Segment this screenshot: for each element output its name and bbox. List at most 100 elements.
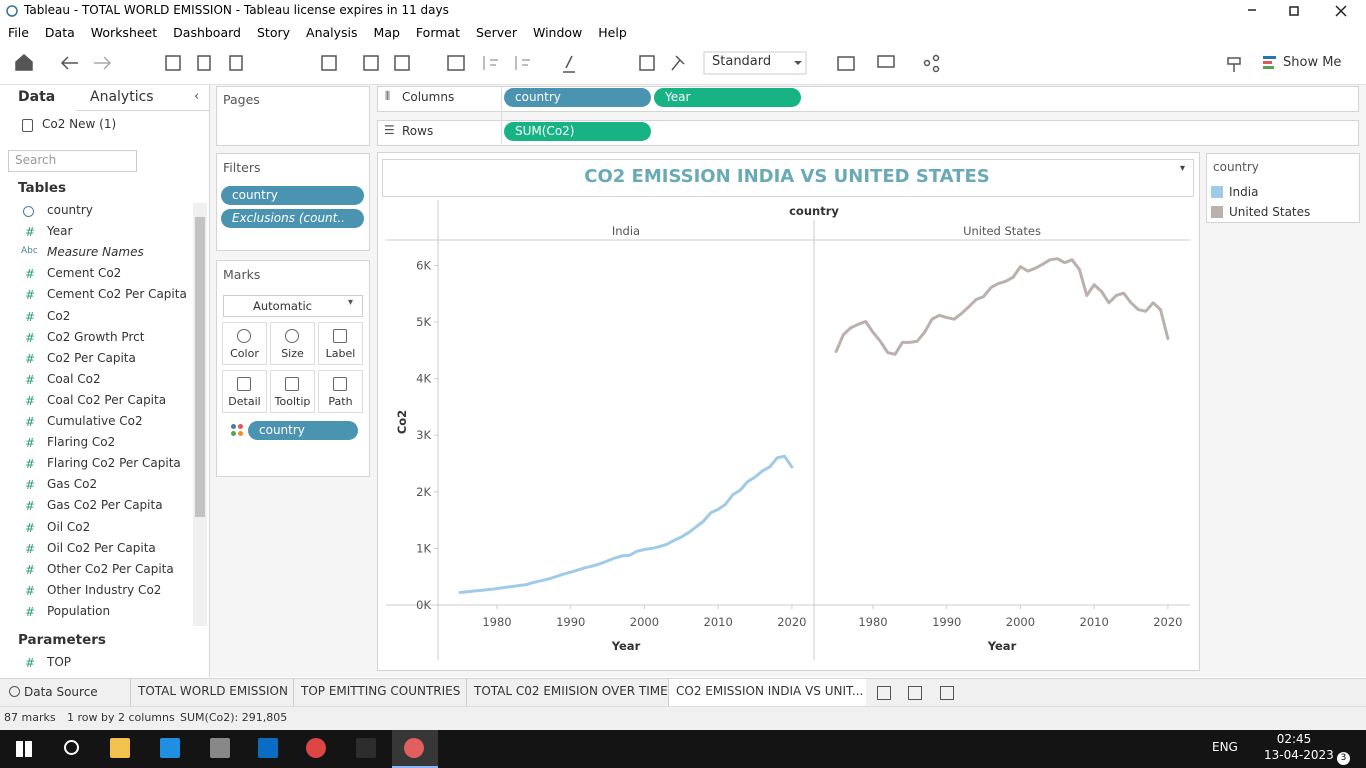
redo-icon[interactable] xyxy=(94,56,112,70)
swap-icon[interactable] xyxy=(447,55,465,71)
mark-type-dropdown[interactable]: Automatic ▾ xyxy=(223,295,363,317)
menu-item[interactable]: Map xyxy=(373,25,400,40)
sheet-tab[interactable]: TOTAL C02 EMIISION OVER TIME xyxy=(466,679,668,706)
taskbar-date[interactable]: 13-04-2023 xyxy=(1264,748,1334,762)
field-name[interactable]: Co2 Per Capita xyxy=(47,350,136,365)
row-pill[interactable]: SUM(Co2) xyxy=(504,122,651,141)
marks-button[interactable]: Size xyxy=(270,322,315,365)
parameter-name[interactable]: TOP xyxy=(47,655,72,669)
new-sheet-icon[interactable] xyxy=(321,55,337,71)
save-icon[interactable] xyxy=(165,55,181,71)
menu-item[interactable]: Help xyxy=(598,25,627,40)
field-name[interactable]: Measure Names xyxy=(47,245,144,260)
menu-item[interactable]: Format xyxy=(415,25,460,40)
presentation-icon[interactable] xyxy=(877,55,895,68)
field-name[interactable]: country xyxy=(47,203,93,217)
scrollbar[interactable] xyxy=(193,203,207,626)
field-name[interactable]: Coal Co2 Per Capita xyxy=(47,392,167,407)
pin-toolbar-icon[interactable] xyxy=(1227,57,1241,72)
field-name[interactable]: Cement Co2 Per Capita xyxy=(47,287,187,302)
menu-item[interactable]: Dashboard xyxy=(173,25,241,40)
sort-asc-icon[interactable] xyxy=(483,56,498,70)
field-name[interactable]: Population xyxy=(47,603,111,618)
marks-pill[interactable]: country xyxy=(248,421,358,440)
column-pill[interactable]: Year xyxy=(654,88,801,107)
marks-button[interactable]: Path xyxy=(318,370,363,413)
show-cards-icon[interactable] xyxy=(837,56,855,71)
taskbar-app[interactable] xyxy=(160,738,180,758)
home-icon[interactable] xyxy=(15,54,33,71)
labels-icon[interactable] xyxy=(639,55,655,71)
new-sheet-button[interactable] xyxy=(940,686,954,700)
marks-button[interactable]: Detail xyxy=(222,370,267,413)
menu-item[interactable]: File xyxy=(8,25,29,40)
share-icon[interactable] xyxy=(923,59,931,67)
taskbar-app[interactable] xyxy=(356,738,376,758)
marks-button[interactable]: Tooltip xyxy=(270,370,315,413)
taskbar-app[interactable] xyxy=(306,738,326,758)
taskbar-app[interactable] xyxy=(110,738,130,758)
title-menu-arrow[interactable]: ▾ xyxy=(1180,163,1186,174)
sheet-tab[interactable]: TOTAL WORLD EMISSION xyxy=(130,679,293,706)
search-icon[interactable] xyxy=(64,740,79,755)
show-me-button[interactable]: Show Me xyxy=(1283,55,1342,70)
sheet-tab[interactable]: CO2 EMISSION INDIA VS UNIT... xyxy=(668,679,866,706)
field-name[interactable]: Other Industry Co2 xyxy=(47,582,162,597)
taskbar-app[interactable] xyxy=(210,738,230,758)
data-source-name[interactable]: Co2 New (1) xyxy=(42,117,117,131)
taskbar-app[interactable] xyxy=(404,738,424,758)
field-name[interactable]: Oil Co2 Per Capita xyxy=(47,540,156,555)
sort-desc-icon[interactable] xyxy=(515,56,530,70)
show-me-icon[interactable] xyxy=(1263,56,1276,69)
undo-icon[interactable] xyxy=(60,56,78,70)
field-name[interactable]: Coal Co2 xyxy=(47,371,101,386)
field-name[interactable]: Gas Co2 Per Capita xyxy=(47,498,163,513)
legend-entry[interactable]: United States xyxy=(1229,205,1311,219)
restore-button[interactable] xyxy=(1289,6,1299,16)
marks-button[interactable]: Label xyxy=(318,322,363,365)
pin-icon[interactable] xyxy=(671,55,685,71)
field-name[interactable]: Other Co2 Per Capita xyxy=(47,561,174,576)
taskbar-app[interactable] xyxy=(258,738,278,758)
start-button[interactable] xyxy=(16,741,32,757)
fit-value[interactable]: Standard xyxy=(712,54,772,69)
notification-badge[interactable]: 3 xyxy=(1337,752,1350,765)
scroll-thumb[interactable] xyxy=(195,217,205,517)
menu-item[interactable]: Analysis xyxy=(306,25,358,40)
menu-item[interactable]: Server xyxy=(475,25,517,40)
highlight-icon[interactable] xyxy=(563,55,575,73)
field-name[interactable]: Cumulative Co2 xyxy=(47,414,143,428)
field-name[interactable]: Flaring Co2 Per Capita xyxy=(47,456,181,471)
new-sheet-button[interactable] xyxy=(877,686,891,700)
field-name[interactable]: Flaring Co2 xyxy=(47,435,116,450)
data-source-tab[interactable]: Data Source xyxy=(24,685,98,699)
close-button[interactable] xyxy=(1335,5,1347,17)
menu-item[interactable]: Worksheet xyxy=(90,25,158,40)
data-tab[interactable]: Data xyxy=(18,89,56,105)
column-pill[interactable]: country xyxy=(504,88,651,107)
field-name[interactable]: Year xyxy=(47,224,73,239)
marks-button[interactable]: Color xyxy=(222,322,267,365)
field-name[interactable]: Co2 Growth Prct xyxy=(47,329,145,344)
collapse-arrow[interactable]: ‹ xyxy=(194,89,200,104)
taskbar-time[interactable]: 02:45 xyxy=(1276,732,1312,746)
duplicate-icon[interactable] xyxy=(363,55,379,71)
filter-pill[interactable]: Exclusions (count.. xyxy=(221,209,364,228)
analytics-tab[interactable]: Analytics xyxy=(90,89,154,105)
search-box[interactable]: Search xyxy=(8,150,137,172)
taskbar-language[interactable]: ENG xyxy=(1212,740,1238,754)
field-name[interactable]: Co2 xyxy=(47,308,71,323)
fit-dropdown[interactable] xyxy=(703,51,807,75)
clear-icon[interactable] xyxy=(394,55,410,71)
field-name[interactable]: Gas Co2 xyxy=(47,477,98,492)
new-sheet-button[interactable] xyxy=(908,686,922,700)
menu-item[interactable]: Story xyxy=(256,25,291,40)
sheet-tab[interactable]: TOP EMITTING COUNTRIES xyxy=(293,679,466,706)
menu-item[interactable]: Data xyxy=(44,25,75,40)
filter-pill[interactable]: country xyxy=(221,186,364,205)
pause-icon[interactable] xyxy=(229,55,243,71)
menu-item[interactable]: Window xyxy=(532,25,583,40)
new-datasource-icon[interactable] xyxy=(197,55,211,71)
legend-entry[interactable]: India xyxy=(1229,185,1259,199)
field-name[interactable]: Oil Co2 xyxy=(47,519,91,534)
